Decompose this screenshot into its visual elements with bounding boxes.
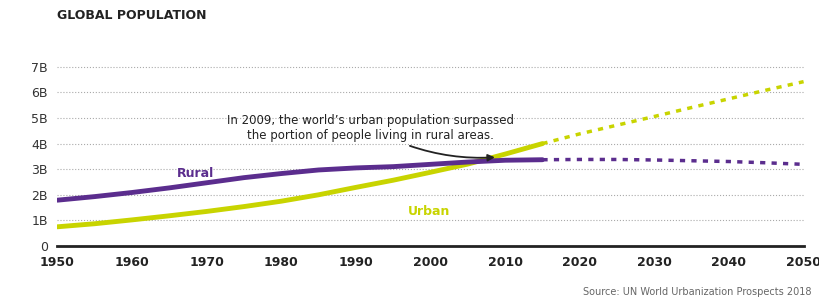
Text: In 2009, the world’s urban population surpassed
the portion of people living in : In 2009, the world’s urban population su… [227,114,514,160]
Text: Source: UN World Urbanization Prospects 2018: Source: UN World Urbanization Prospects … [582,287,811,297]
Text: Rural: Rural [177,167,214,180]
Text: Urban: Urban [408,205,450,218]
Text: GLOBAL POPULATION: GLOBAL POPULATION [57,9,206,22]
